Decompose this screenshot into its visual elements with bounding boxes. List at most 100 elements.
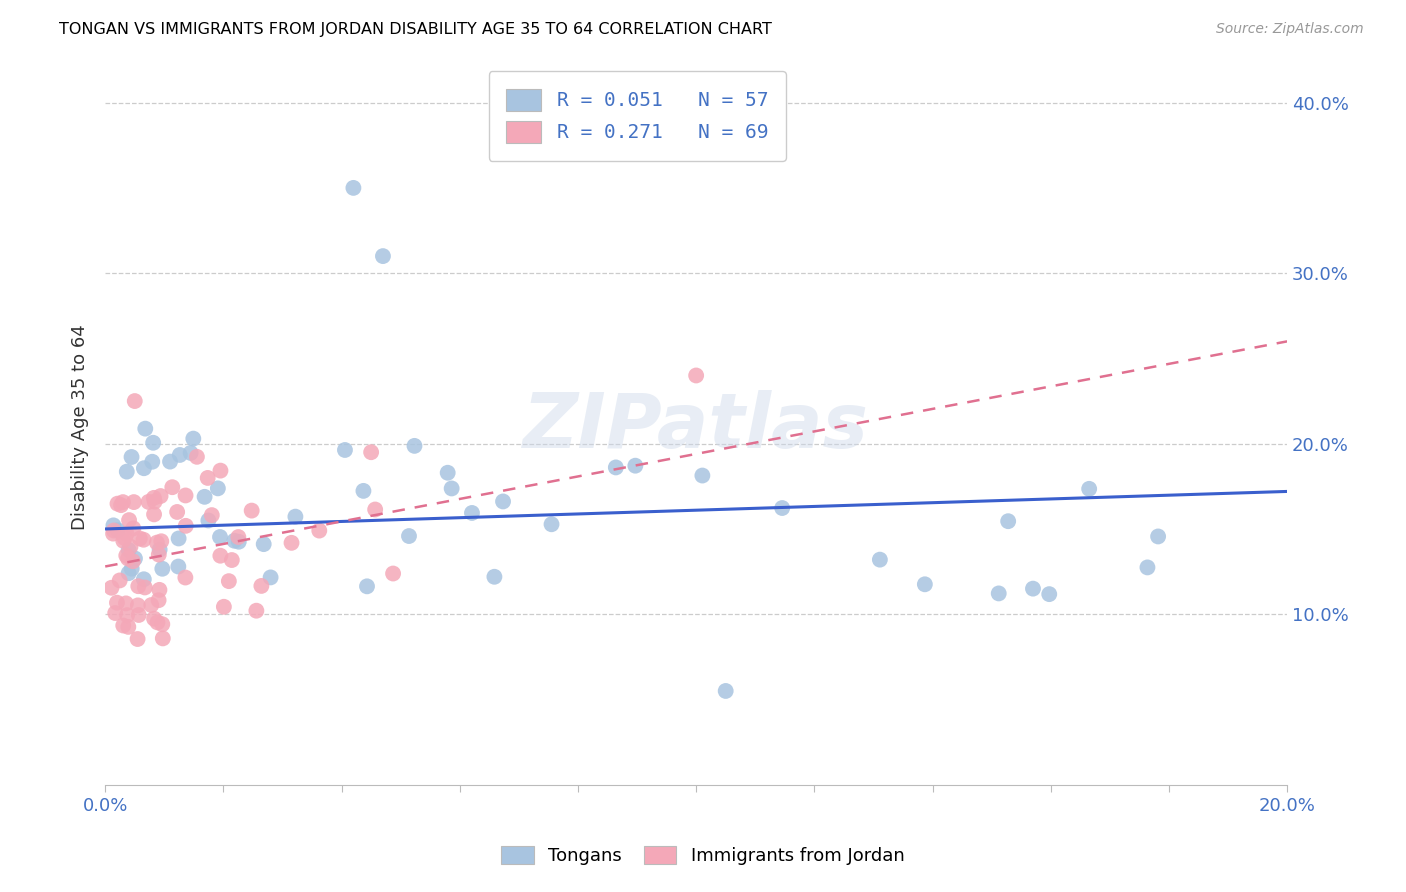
Point bbox=[1147, 529, 1170, 543]
Point bbox=[181, 432, 204, 446]
Point bbox=[150, 534, 173, 549]
Point bbox=[107, 497, 129, 511]
Point bbox=[152, 632, 174, 646]
Point bbox=[605, 460, 627, 475]
Point bbox=[461, 506, 484, 520]
Point bbox=[127, 579, 149, 593]
Point bbox=[112, 533, 135, 548]
Point bbox=[714, 684, 737, 698]
Point bbox=[120, 540, 142, 554]
Point bbox=[132, 572, 155, 586]
Point bbox=[492, 494, 515, 508]
Point bbox=[197, 513, 219, 527]
Point bbox=[382, 566, 405, 581]
Point bbox=[250, 579, 273, 593]
Point bbox=[149, 542, 172, 557]
Point bbox=[224, 533, 246, 548]
Point bbox=[103, 524, 125, 538]
Point bbox=[148, 582, 170, 597]
Point bbox=[117, 620, 139, 634]
Point bbox=[103, 518, 125, 533]
Point bbox=[197, 471, 219, 485]
Point bbox=[128, 607, 150, 622]
Point bbox=[167, 559, 190, 574]
Point bbox=[436, 466, 458, 480]
Legend: Tongans, Immigrants from Jordan: Tongans, Immigrants from Jordan bbox=[492, 837, 914, 874]
Point bbox=[484, 570, 506, 584]
Point bbox=[869, 552, 891, 566]
Point bbox=[221, 553, 243, 567]
Point bbox=[122, 521, 145, 535]
Point bbox=[149, 489, 172, 503]
Point bbox=[110, 498, 132, 512]
Point bbox=[162, 480, 184, 494]
Point bbox=[440, 482, 463, 496]
Point bbox=[404, 439, 426, 453]
Point bbox=[132, 461, 155, 475]
Text: TONGAN VS IMMIGRANTS FROM JORDAN DISABILITY AGE 35 TO 64 CORRELATION CHART: TONGAN VS IMMIGRANTS FROM JORDAN DISABIL… bbox=[59, 22, 772, 37]
Point bbox=[209, 549, 232, 563]
Point bbox=[209, 464, 232, 478]
Y-axis label: Disability Age 35 to 64: Disability Age 35 to 64 bbox=[72, 324, 89, 530]
Point bbox=[1022, 582, 1045, 596]
Point bbox=[146, 535, 169, 549]
Point bbox=[105, 596, 128, 610]
Point bbox=[1136, 560, 1159, 574]
Point bbox=[218, 574, 240, 589]
Point bbox=[540, 517, 562, 532]
Point bbox=[212, 599, 235, 614]
Point bbox=[228, 534, 250, 549]
Point bbox=[118, 513, 141, 527]
Point bbox=[371, 249, 394, 263]
Point bbox=[228, 530, 250, 544]
Point bbox=[142, 435, 165, 450]
Point bbox=[124, 394, 146, 409]
Point bbox=[148, 593, 170, 607]
Point bbox=[115, 608, 138, 623]
Point bbox=[132, 533, 155, 547]
Point bbox=[115, 549, 138, 563]
Point bbox=[1078, 482, 1101, 496]
Point bbox=[134, 581, 156, 595]
Point bbox=[138, 495, 160, 509]
Point bbox=[770, 501, 793, 516]
Point bbox=[150, 617, 173, 632]
Point bbox=[167, 532, 190, 546]
Point bbox=[364, 502, 387, 516]
Point bbox=[128, 532, 150, 546]
Point bbox=[104, 606, 127, 620]
Point bbox=[115, 465, 138, 479]
Point bbox=[115, 526, 138, 541]
Point bbox=[169, 448, 191, 462]
Point bbox=[122, 495, 145, 509]
Point bbox=[360, 445, 382, 459]
Point bbox=[141, 455, 163, 469]
Point bbox=[284, 509, 307, 524]
Point bbox=[201, 508, 224, 522]
Point bbox=[259, 570, 281, 584]
Point bbox=[174, 519, 197, 533]
Point bbox=[108, 574, 131, 588]
Point bbox=[207, 481, 229, 495]
Point bbox=[117, 543, 139, 558]
Point bbox=[1038, 587, 1060, 601]
Point bbox=[356, 579, 378, 593]
Point bbox=[122, 554, 145, 568]
Point bbox=[107, 523, 129, 537]
Point bbox=[114, 531, 136, 545]
Point bbox=[398, 529, 420, 543]
Point bbox=[174, 570, 197, 584]
Point bbox=[148, 548, 170, 562]
Point bbox=[146, 615, 169, 630]
Point bbox=[115, 596, 138, 610]
Point bbox=[100, 581, 122, 595]
Point bbox=[280, 536, 302, 550]
Point bbox=[142, 491, 165, 505]
Point bbox=[987, 586, 1010, 600]
Point bbox=[624, 458, 647, 473]
Point bbox=[186, 450, 208, 464]
Point bbox=[174, 488, 197, 502]
Point bbox=[111, 495, 134, 509]
Point bbox=[997, 514, 1019, 528]
Point bbox=[143, 494, 166, 508]
